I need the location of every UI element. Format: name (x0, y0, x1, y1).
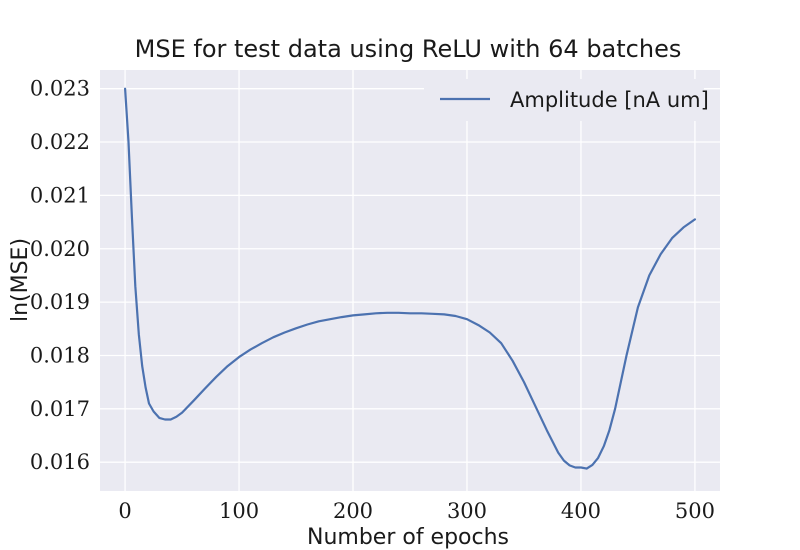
y-tick-label: 0.017 (30, 397, 90, 421)
x-tick-label: 0 (118, 499, 131, 523)
x-axis-label: Number of epochs (307, 525, 509, 550)
y-tick-label: 0.023 (30, 77, 90, 101)
tick-labels: 0 100 200 300 400 500 0.016 0.017 0.018 0.019 0.02… (30, 77, 715, 523)
x-tick-label: 400 (561, 499, 601, 523)
legend-box (424, 79, 704, 121)
y-tick-label: 0.022 (30, 130, 90, 154)
y-axis-label: ln(MSE) (8, 238, 33, 322)
series-layer (123, 87, 697, 470)
y-tick-label: 0.019 (30, 290, 90, 314)
x-tick-label: 100 (219, 499, 259, 523)
legend-label-amplitude: Amplitude [nA um] (510, 88, 709, 112)
x-tick-label: 500 (675, 499, 715, 523)
x-tick-label: 300 (447, 499, 487, 523)
y-tick-label: 0.016 (30, 450, 90, 474)
y-tick-label: 0.018 (30, 343, 90, 367)
plot-area (100, 70, 720, 491)
legend: Amplitude [nA um] (424, 79, 709, 121)
y-tick-label: 0.021 (30, 183, 90, 207)
x-tick-label: 200 (333, 499, 373, 523)
series-line-amplitude (123, 87, 697, 470)
y-tick-label: 0.020 (30, 237, 90, 261)
chart-title: MSE for test data using ReLU with 64 bat… (135, 35, 682, 63)
